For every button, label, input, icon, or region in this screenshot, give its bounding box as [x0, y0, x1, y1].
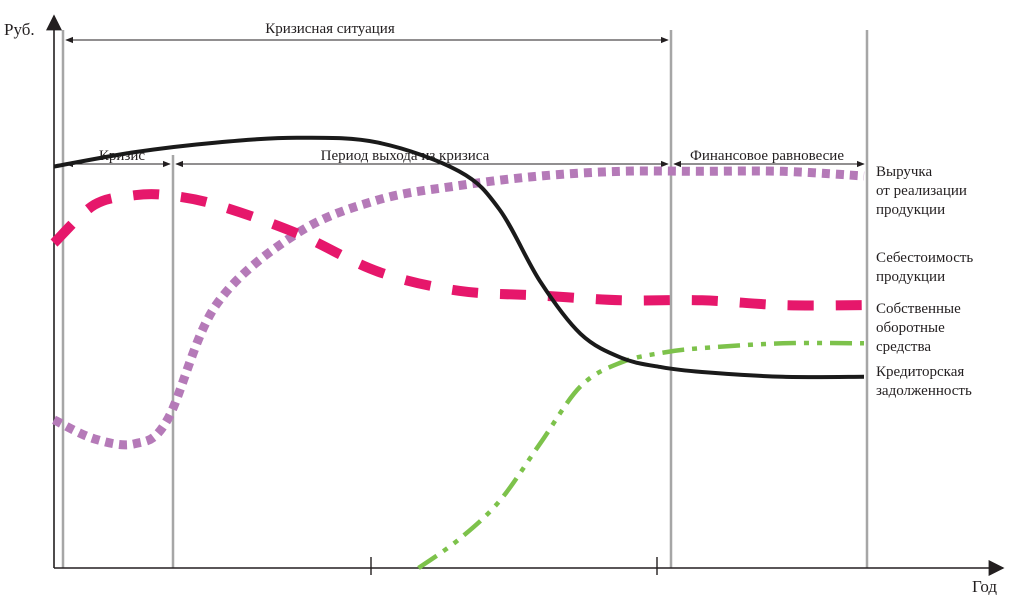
- y-axis-label: Руб.: [4, 20, 35, 39]
- legend-working-capital: Собственные оборотные средства: [876, 301, 965, 355]
- legend-revenue: Выручка от реализации продукции: [876, 164, 971, 218]
- recovery-label: Период выхода из кризиса: [321, 148, 490, 164]
- crisis-situation-label: Кризисная ситуация: [265, 21, 395, 37]
- x-axis-label: Год: [972, 577, 997, 595]
- series-revenue-line: [51, 166, 865, 450]
- equilibrium-label: Финансовое равновесие: [690, 148, 844, 164]
- legend-cost: Себестоимость продукции: [876, 250, 977, 285]
- series-payables-line: [53, 135, 865, 380]
- series-cost-line: [50, 189, 865, 311]
- legend-payables: Кредиторская задолженность: [876, 364, 972, 399]
